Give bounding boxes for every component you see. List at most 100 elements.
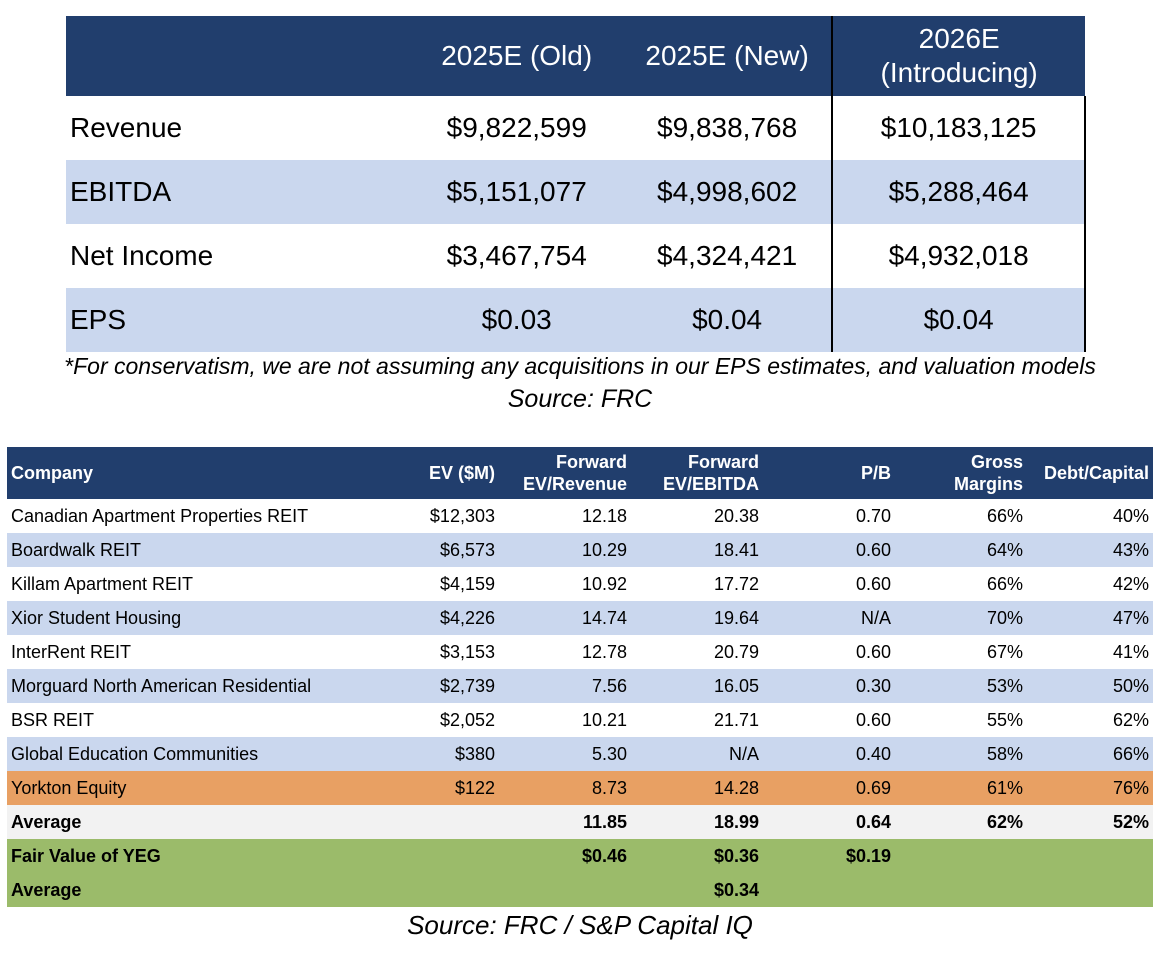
cell-ev-ebitda: 19.64 [631,601,763,635]
cell-new: $4,998,602 [622,160,833,224]
cell-gross-margins: 61% [895,771,1027,805]
cell-ev-revenue [499,873,631,907]
row-label: Net Income [70,240,214,271]
header-ev-revenue-line2: EV/Revenue [522,474,627,494]
cell-gross-margins: 67% [895,635,1027,669]
cell-ev: $6,573 [387,533,499,567]
cell-company: Global Education Communities [7,737,387,771]
cell-ev-ebitda: 16.05 [631,669,763,703]
cell-ev-revenue: 10.92 [499,567,631,601]
comparables-table: Company EV ($M) Forward EV/Revenue Forwa… [7,447,1153,907]
header-company: Company [7,447,387,499]
estimates-row-eps: EPS $0.03 $0.04 $0.04 [66,288,1086,352]
cell-ev [387,805,499,839]
cell-company: Xior Student Housing [7,601,387,635]
cell-debt-capital: 43% [1027,533,1153,567]
fair-value-label: Fair Value of YEG [7,839,387,873]
cell-old: $3,467,754 [446,240,587,271]
header-ev: EV ($M) [387,447,499,499]
table-row: Morguard North American Residential $2,7… [7,669,1153,703]
cell-old: $9,822,599 [446,112,587,143]
cell-new: $0.04 [622,288,833,352]
cell-debt-capital [1027,873,1153,907]
table-row: Xior Student Housing $4,226 14.74 19.64 … [7,601,1153,635]
fair-average-label: Average [7,873,387,907]
header-gross-margins-line1: Gross [970,452,1023,472]
cell-ev: $4,226 [387,601,499,635]
cell-intro: $5,288,464 [831,160,1086,224]
cell-pb: $0.19 [763,839,895,873]
header-ev-ebitda-line1: Forward [687,452,759,472]
cell-company: InterRent REIT [7,635,387,669]
cell-ev-revenue: 5.30 [499,737,631,771]
row-label: EPS [66,288,411,352]
cell-ev: $122 [387,771,499,805]
cell-ev: $12,303 [387,499,499,533]
cell-ev-ebitda: $0.36 [631,839,763,873]
cell-pb: 0.30 [763,669,895,703]
table-row: Killam Apartment REIT $4,159 10.92 17.72… [7,567,1153,601]
cell-gross-margins: 66% [895,567,1027,601]
cell-ev-ebitda: 18.99 [631,805,763,839]
cell-gross-margins: 55% [895,703,1027,737]
cell-ev-revenue: 10.21 [499,703,631,737]
table-row: BSR REIT $2,052 10.21 21.71 0.60 55% 62% [7,703,1153,737]
comps-header-row: Company EV ($M) Forward EV/Revenue Forwa… [7,447,1153,499]
cell-debt-capital: 47% [1027,601,1153,635]
header-ev-ebitda: Forward EV/EBITDA [631,447,763,499]
estimates-header-row: 2025E (Old) 2025E (New) 2026E (Introduci… [66,16,1085,96]
cell-ev-revenue: 14.74 [499,601,631,635]
cell-gross-margins [895,873,1027,907]
cell-ev-revenue: 11.85 [499,805,631,839]
cell-pb: 0.60 [763,635,895,669]
cell-pb: 0.60 [763,703,895,737]
cell-debt-capital: 66% [1027,737,1153,771]
cell-ev-ebitda: 21.71 [631,703,763,737]
estimates-row-revenue: Revenue $9,822,599 $9,838,768 $10,183,12… [66,96,1086,160]
header-2025e-old: 2025E (Old) [410,16,623,96]
cell-new: $9,838,768 [657,112,798,143]
cell-ev-revenue: 8.73 [499,771,631,805]
fair-value-row: Fair Value of YEG $0.46 $0.36 $0.19 [7,839,1153,873]
row-label: Revenue [70,112,183,143]
cell-ev: $2,739 [387,669,499,703]
table-row: InterRent REIT $3,153 12.78 20.79 0.60 6… [7,635,1153,669]
fair-value-average-row: Average $0.34 [7,873,1153,907]
cell-company: BSR REIT [7,703,387,737]
header-gross-margins: Gross Margins [895,447,1027,499]
cell-intro: $0.04 [831,288,1086,352]
cell-ev-ebitda: $0.34 [631,873,763,907]
estimates-footnote: *For conservatism, we are not assuming a… [64,353,1096,379]
cell-old: $5,151,077 [410,160,623,224]
average-row: Average 11.85 18.99 0.64 62% 52% [7,805,1153,839]
cell-ev-revenue: 12.78 [499,635,631,669]
cell-pb: 0.60 [763,533,895,567]
header-2026e-introducing: 2026E (Introducing) [831,16,1085,96]
cell-intro: $4,932,018 [831,224,1086,288]
cell-ev-revenue: 10.29 [499,533,631,567]
header-2025e-new: 2025E (New) [622,16,833,96]
cell-pb: 0.69 [763,771,895,805]
cell-pb: N/A [763,601,895,635]
cell-ev [387,839,499,873]
table-row: Canadian Apartment Properties REIT $12,3… [7,499,1153,533]
cell-new: $4,324,421 [657,240,798,271]
cell-ev: $2,052 [387,703,499,737]
cell-company: Boardwalk REIT [7,533,387,567]
table-row: Global Education Communities $380 5.30 N… [7,737,1153,771]
comps-source: Source: FRC / S&P Capital IQ [407,910,753,940]
cell-debt-capital: 41% [1027,635,1153,669]
cell-gross-margins: 62% [895,805,1027,839]
table-row-highlight-yorkton: Yorkton Equity $122 8.73 14.28 0.69 61% … [7,771,1153,805]
cell-ev-ebitda: 20.38 [631,499,763,533]
header-2026e-line1: 2026E [918,23,1000,54]
estimates-row-net-income: Net Income $3,467,754 $4,324,421 $4,932,… [66,224,1086,288]
cell-gross-margins [895,839,1027,873]
cell-company: Yorkton Equity [7,771,387,805]
header-pb: P/B [763,447,895,499]
header-gross-margins-line2: Margins [953,474,1023,494]
cell-ev-revenue: 7.56 [499,669,631,703]
cell-ev-ebitda: 18.41 [631,533,763,567]
cell-gross-margins: 66% [895,499,1027,533]
cell-ev-ebitda: N/A [631,737,763,771]
